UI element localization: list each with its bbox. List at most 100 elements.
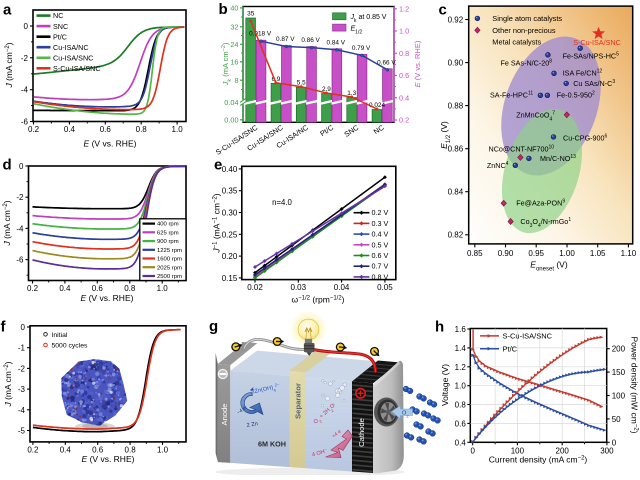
- svg-text:1.2: 1.2: [455, 363, 467, 372]
- svg-text:0.15: 0.15: [222, 274, 238, 283]
- svg-text:1.0: 1.0: [399, 27, 409, 36]
- svg-text:-2: -2: [21, 54, 29, 63]
- svg-text:2025 rpm: 2025 rpm: [157, 265, 182, 271]
- svg-text:-5: -5: [18, 427, 26, 436]
- svg-text:1.00: 1.00: [559, 249, 575, 258]
- svg-text:0.4: 0.4: [60, 445, 72, 454]
- svg-text:-3: -3: [18, 385, 26, 394]
- svg-text:100: 100: [511, 446, 525, 455]
- svg-text:0.04: 0.04: [224, 98, 238, 107]
- svg-text:0.6: 0.6: [399, 71, 409, 80]
- svg-text:0: 0: [470, 446, 475, 455]
- svg-text:0.3 V: 0.3 V: [372, 219, 389, 228]
- svg-text:Other non-precious: Other non-precious: [492, 26, 556, 35]
- svg-text:d: d: [3, 157, 12, 174]
- svg-text:0.6: 0.6: [92, 445, 104, 454]
- svg-text:Fe@Aza-PON9: Fe@Aza-PON9: [516, 199, 565, 208]
- svg-text:0.86: 0.86: [448, 145, 464, 154]
- svg-text:1.0: 1.0: [455, 382, 467, 391]
- svg-text:1.4: 1.4: [455, 344, 467, 353]
- svg-text:8: 8: [234, 76, 238, 85]
- svg-text:0.7 V: 0.7 V: [372, 262, 389, 271]
- svg-text:1.6: 1.6: [455, 325, 467, 334]
- svg-text:0.6: 0.6: [92, 284, 104, 293]
- svg-text:6M KOH: 6M KOH: [258, 440, 286, 449]
- svg-text:-2: -2: [16, 193, 24, 202]
- svg-text:35: 35: [247, 11, 255, 18]
- svg-text:Initial: Initial: [52, 332, 68, 339]
- svg-text:Single atom catalysts: Single atom catalysts: [492, 14, 562, 23]
- svg-text:0.2 V: 0.2 V: [372, 208, 389, 217]
- svg-text:0.35: 0.35: [222, 187, 238, 196]
- svg-text:0.8 V: 0.8 V: [372, 272, 389, 281]
- svg-text:1.0: 1.0: [172, 125, 184, 134]
- svg-text:J (mA cm−2): J (mA cm−2): [3, 361, 13, 407]
- svg-text:24: 24: [230, 40, 238, 49]
- svg-text:0.2: 0.2: [27, 284, 39, 293]
- svg-text:c: c: [439, 2, 447, 19]
- svg-text:0.95: 0.95: [528, 249, 544, 258]
- svg-text:Fe SAs-N/C-208: Fe SAs-N/C-208: [501, 58, 553, 67]
- svg-text:0.8: 0.8: [455, 401, 467, 410]
- svg-text:0.20: 0.20: [222, 252, 238, 261]
- svg-text:0: 0: [19, 162, 24, 171]
- svg-text:0.40: 0.40: [222, 165, 238, 174]
- svg-text:E (V vs. RHE): E (V vs. RHE): [413, 40, 422, 87]
- svg-text:50: 50: [612, 415, 621, 424]
- svg-text:0.6: 0.6: [455, 419, 467, 428]
- svg-text:Jk at 0.85 V: Jk at 0.85 V: [350, 14, 387, 24]
- svg-text:0.25: 0.25: [222, 230, 238, 239]
- svg-text:1225 rpm: 1225 rpm: [157, 248, 182, 254]
- svg-text:625 rpm: 625 rpm: [157, 230, 179, 236]
- svg-text:0.86 V: 0.86 V: [301, 37, 320, 44]
- svg-text:2 Zn: 2 Zn: [246, 421, 258, 429]
- svg-text:NC: NC: [53, 11, 63, 20]
- svg-text:1.0: 1.0: [157, 445, 169, 454]
- svg-text:0.024: 0.024: [369, 102, 385, 109]
- svg-text:S-Cu-ISA/SNC: S-Cu-ISA/SNC: [53, 64, 101, 73]
- svg-text:+4 e: +4 e: [331, 429, 343, 440]
- svg-text:1.3: 1.3: [347, 90, 356, 97]
- svg-text:1600 rpm: 1600 rpm: [157, 257, 182, 263]
- svg-text:0.8: 0.8: [124, 284, 136, 293]
- svg-text:900 rpm: 900 rpm: [157, 239, 179, 245]
- svg-text:Cathode: Cathode: [357, 418, 366, 447]
- svg-text:-4: -4: [16, 224, 24, 233]
- svg-text:0.918 V: 0.918 V: [249, 31, 272, 38]
- svg-text:Cu SAs/N-C3: Cu SAs/N-C3: [573, 79, 615, 88]
- svg-text:0.84: 0.84: [448, 188, 464, 197]
- svg-text:e: e: [214, 157, 222, 174]
- svg-text:Cu-ISA/SNC: Cu-ISA/SNC: [53, 53, 93, 62]
- svg-text:Anode: Anode: [220, 404, 229, 426]
- svg-text:Fe-SAs/NPS-HC5: Fe-SAs/NPS-HC5: [563, 51, 620, 60]
- svg-text:E (V vs. RHE): E (V vs. RHE): [84, 139, 137, 149]
- svg-text:0.6 V: 0.6 V: [372, 251, 389, 260]
- svg-text:200: 200: [612, 345, 626, 354]
- svg-text:0.04: 0.04: [334, 283, 350, 292]
- svg-text:ISA Fe/CN12: ISA Fe/CN12: [563, 69, 603, 78]
- svg-text:Power density (mW cm−2): Power density (mW cm−2): [630, 336, 640, 433]
- svg-text:-1: -1: [18, 344, 26, 353]
- svg-text:0.30: 0.30: [222, 209, 238, 218]
- svg-text:40: 40: [230, 4, 238, 13]
- svg-text:Metal catalysts: Metal catalysts: [492, 38, 541, 47]
- svg-text:ZnMnCoO47: ZnMnCoO47: [516, 110, 555, 122]
- svg-text:-6: -6: [21, 118, 29, 127]
- svg-text:300: 300: [600, 446, 614, 455]
- svg-text:0.8: 0.8: [399, 49, 409, 58]
- svg-text:2500 rpm: 2500 rpm: [157, 274, 182, 280]
- svg-text:0.90: 0.90: [448, 58, 464, 67]
- svg-text:Separator: Separator: [293, 383, 302, 419]
- svg-text:0.2: 0.2: [27, 445, 39, 454]
- svg-text:0.4 V: 0.4 V: [372, 230, 389, 239]
- svg-text:Cu-CPG-9006: Cu-CPG-9006: [563, 133, 608, 142]
- svg-text:2.9: 2.9: [322, 86, 331, 93]
- svg-text:0.8: 0.8: [125, 445, 137, 454]
- svg-text:0.88: 0.88: [448, 101, 464, 110]
- svg-text:1.2: 1.2: [399, 4, 409, 13]
- svg-text:n=4.0: n=4.0: [272, 198, 292, 207]
- svg-text:0.87 V: 0.87 V: [276, 36, 295, 43]
- svg-text:0: 0: [612, 438, 617, 447]
- svg-text:0.2: 0.2: [28, 125, 40, 134]
- svg-text:200: 200: [556, 446, 570, 455]
